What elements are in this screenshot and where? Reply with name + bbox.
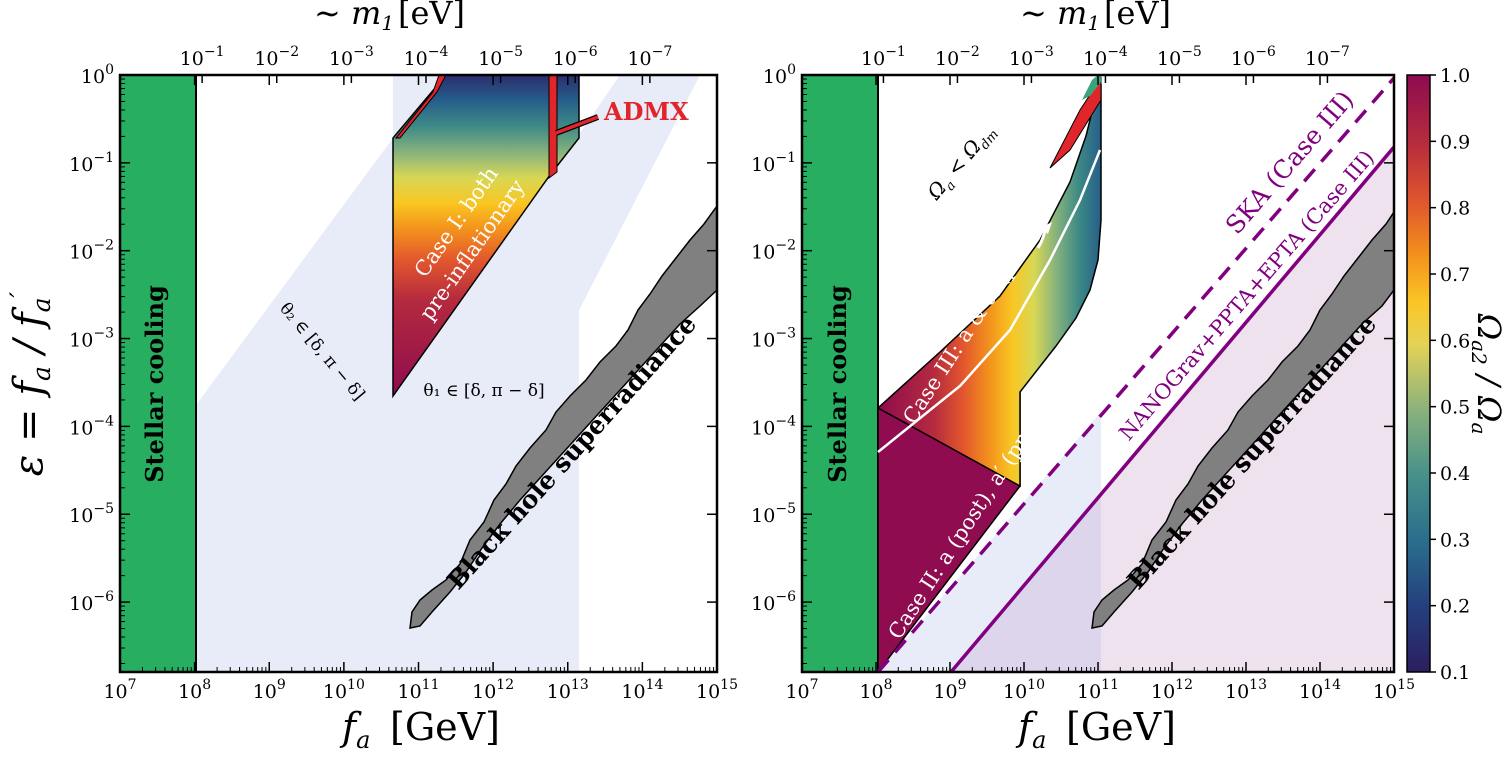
x-tick-label: 1015 <box>696 677 738 703</box>
top-tick-label: 10−5 <box>1157 44 1202 70</box>
top-tick-label: 10−4 <box>1083 44 1128 70</box>
colorbar-tick-label: 0.7 <box>1440 264 1470 286</box>
colorbar-tick-label: 0.2 <box>1440 596 1470 618</box>
colorbar-ticks: 0.1 0.2 0.3 0.4 0.5 0.6 0.7 0.8 0.9 1.0 <box>1430 65 1470 684</box>
right-ticks: 107 108 109 1010 1011 1012 1013 1014 1015 100 10−1… <box>751 44 1415 703</box>
y-tick-label: 10−6 <box>751 589 796 615</box>
stellar-cooling-region <box>120 75 196 672</box>
left-panel: 107 108 109 1010 1011 1012 1013 1014 1015 100 10−1… <box>5 0 738 754</box>
y-tick-label: 10−1 <box>69 150 114 176</box>
y-tick-label: 10−3 <box>69 326 114 352</box>
right-top-xlabel-unit: [eV] <box>1104 0 1171 32</box>
colorbar: 0.1 0.2 0.3 0.4 0.5 0.6 0.7 0.8 0.9 1.0 Ωa2 / Ωa <box>1406 65 1506 684</box>
x-tick-label: 107 <box>103 677 136 703</box>
y-tick-label: 100 <box>81 62 114 88</box>
ylabel-main: ε = f <box>6 375 52 476</box>
left-top-xlabel: ∼ m1 <box>314 0 394 35</box>
bh-region <box>409 204 717 629</box>
top-tick-label: 10−5 <box>478 44 523 70</box>
left-xlabel: fa <box>339 705 370 754</box>
colorbar-label-text: Ω <box>1470 313 1506 341</box>
top-tick-label: 10−3 <box>329 44 374 70</box>
right-xlabel: fa <box>1015 705 1046 754</box>
admx-label: ADMX <box>603 97 689 126</box>
right-admx-sliver <box>1049 76 1102 169</box>
left-stellar-label: Stellar cooling <box>140 285 169 483</box>
case3-boundary-curve <box>877 149 1102 453</box>
top-tick-label: 10−2 <box>254 44 299 70</box>
x-tick-label: 1013 <box>1225 677 1267 703</box>
colorbar-label: Ωa2 / Ωa <box>1467 313 1506 435</box>
top-tick-label: 10−2 <box>935 44 980 70</box>
y-tick-label: 10−4 <box>751 413 796 439</box>
left-xlabel-unit: [GeV] <box>390 705 500 749</box>
right-panel: 107 108 109 1010 1011 1012 1013 1014 1015 100 10−1… <box>751 0 1415 754</box>
svg-text:Ωa2 / Ωa: Ωa2 / Ωa <box>1467 313 1506 435</box>
ska-line <box>876 76 1394 672</box>
y-tick-label: 10−5 <box>69 501 114 527</box>
colorbar-tick-label: 0.8 <box>1440 198 1470 220</box>
omega-label: Ωa < Ωdm <box>922 119 1003 208</box>
top-tick-label: 10−7 <box>627 44 672 70</box>
top-tick-label: 10−1 <box>861 44 906 70</box>
y-tick-label: 10−4 <box>69 413 114 439</box>
nanograv-line <box>949 145 1394 672</box>
right-top-sliver <box>1082 75 1101 100</box>
right-top-xlabel: ∼ m1 <box>1020 0 1100 35</box>
top-tick-label: 10−6 <box>553 44 598 70</box>
colorbar-tick-label: 1.0 <box>1440 65 1470 87</box>
colorbar-tick-label: 0.1 <box>1440 662 1470 684</box>
top-tick-label: 10−4 <box>404 44 449 70</box>
x-tick-label: 1013 <box>547 677 589 703</box>
y-tick-label: 100 <box>763 62 796 88</box>
x-tick-label: 109 <box>933 677 966 703</box>
x-tick-label: 1011 <box>1077 677 1119 703</box>
colorbar-tick-label: 0.5 <box>1440 397 1470 419</box>
x-tick-label: 1011 <box>397 677 439 703</box>
top-tick-label: 10−1 <box>180 44 225 70</box>
admx-pointer-fill <box>555 115 599 135</box>
right-xlabel-unit: [GeV] <box>1066 705 1176 749</box>
colorbar-gradient <box>1406 74 1431 673</box>
x-tick-label: 1014 <box>1299 677 1341 703</box>
top-tick-label: 10−3 <box>1009 44 1054 70</box>
y-tick-label: 10−2 <box>69 238 114 264</box>
case3-region <box>876 83 1102 488</box>
right-stellar-label: Stellar cooling <box>823 285 852 483</box>
admx-region <box>548 75 558 179</box>
y-tick-label: 10−3 <box>751 326 796 352</box>
top-tick-label: 10−7 <box>1305 44 1350 70</box>
left-ticks: 107 108 109 1010 1011 1012 1013 1014 1015 100 10−1… <box>69 44 738 703</box>
colorbar-tick-label: 0.3 <box>1440 529 1470 551</box>
colorbar-tick-label: 0.6 <box>1440 330 1470 352</box>
x-tick-label: 1010 <box>323 677 365 703</box>
colorbar-tick-label: 0.4 <box>1440 463 1470 485</box>
x-tick-label: 1012 <box>472 677 514 703</box>
left-top-xlabel-unit: [eV] <box>398 0 465 32</box>
y-tick-label: 10−1 <box>751 150 796 176</box>
top-tick-label: 10−6 <box>1231 44 1276 70</box>
right-stellar-cooling-region <box>802 75 878 672</box>
svg-text:ε = fa / fa′: ε = fa / fa′ <box>5 291 56 476</box>
theta1-label: θ₁ ∈ [δ, π − δ] <box>423 381 544 401</box>
y-tick-label: 10−6 <box>69 589 114 615</box>
y-tick-label: 10−5 <box>751 501 796 527</box>
admx-sliver <box>394 75 447 139</box>
ylabel: ε = fa / fa′ <box>5 291 56 476</box>
right-bh-region <box>1091 210 1394 629</box>
x-tick-label: 1012 <box>1151 677 1193 703</box>
x-tick-label: 108 <box>178 677 211 703</box>
case3-arrowhead <box>1040 222 1052 234</box>
x-tick-label: 109 <box>253 677 286 703</box>
x-tick-label: 1010 <box>1003 677 1045 703</box>
x-tick-label: 107 <box>785 677 818 703</box>
x-tick-label: 1015 <box>1373 677 1415 703</box>
svg-text:Ωa < Ωdm: Ωa < Ωdm <box>922 119 1003 208</box>
colorbar-tick-label: 0.9 <box>1440 131 1470 153</box>
x-tick-label: 108 <box>859 677 892 703</box>
x-tick-label: 1014 <box>621 677 663 703</box>
y-tick-label: 10−2 <box>751 238 796 264</box>
